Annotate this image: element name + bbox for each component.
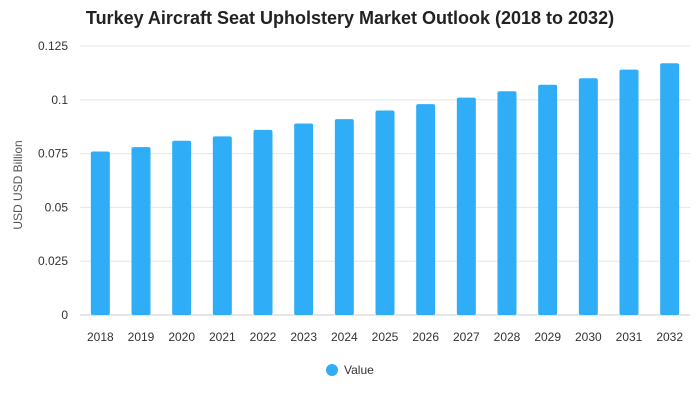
bar-2023[interactable]	[294, 123, 314, 315]
bar-2030[interactable]	[578, 78, 598, 315]
x-tick-labels: 2018 2019 2020 2021 2022 2023 2024 2025 2026 2027…	[87, 330, 683, 344]
x-tick-label: 2028	[494, 330, 521, 344]
y-tick-label: 0.1	[51, 93, 68, 107]
bar-2025[interactable]	[375, 110, 395, 315]
x-tick-label: 2021	[209, 330, 236, 344]
x-tick-label: 2030	[575, 330, 602, 344]
legend[interactable]: Value	[326, 363, 374, 377]
bar-2021[interactable]	[212, 136, 232, 315]
y-tick-label: 0.125	[38, 39, 68, 53]
bar-2028[interactable]	[497, 91, 517, 315]
x-tick-label: 2024	[331, 330, 358, 344]
chart-title: Turkey Aircraft Seat Upholstery Market O…	[85, 8, 615, 28]
x-tick-label: 2023	[290, 330, 317, 344]
x-tick-label: 2026	[412, 330, 439, 344]
bar-2031[interactable]	[619, 69, 639, 315]
y-tick-label: 0.05	[45, 200, 69, 214]
x-tick-label: 2025	[372, 330, 399, 344]
legend-swatch	[326, 364, 338, 376]
x-tick-label: 2027	[453, 330, 480, 344]
x-tick-label: 2032	[656, 330, 683, 344]
y-tick-labels: 0 0.025 0.05 0.075 0.1 0.125	[38, 39, 68, 322]
bar-2020[interactable]	[172, 140, 192, 315]
x-tick-label: 2031	[616, 330, 643, 344]
bar-2032[interactable]	[660, 63, 680, 315]
bar-2024[interactable]	[334, 119, 354, 315]
y-tick-label: 0.025	[38, 254, 68, 268]
x-tick-label: 2018	[87, 330, 114, 344]
x-tick-label: 2020	[168, 330, 195, 344]
y-tick-label: 0.075	[38, 147, 68, 161]
x-tick-label: 2022	[250, 330, 277, 344]
x-tick-label: 2019	[128, 330, 155, 344]
bars	[90, 63, 680, 316]
bar-2019[interactable]	[131, 147, 151, 315]
y-axis-label: USD USD Billion	[11, 140, 25, 229]
bar-2018[interactable]	[90, 151, 110, 315]
bar-2026[interactable]	[416, 104, 436, 315]
legend-label-value: Value	[344, 363, 374, 377]
bar-2022[interactable]	[253, 129, 273, 315]
y-tick-label: 0	[61, 308, 68, 322]
x-tick-label: 2029	[534, 330, 561, 344]
bar-2027[interactable]	[456, 97, 476, 315]
bar-2029[interactable]	[538, 84, 558, 316]
